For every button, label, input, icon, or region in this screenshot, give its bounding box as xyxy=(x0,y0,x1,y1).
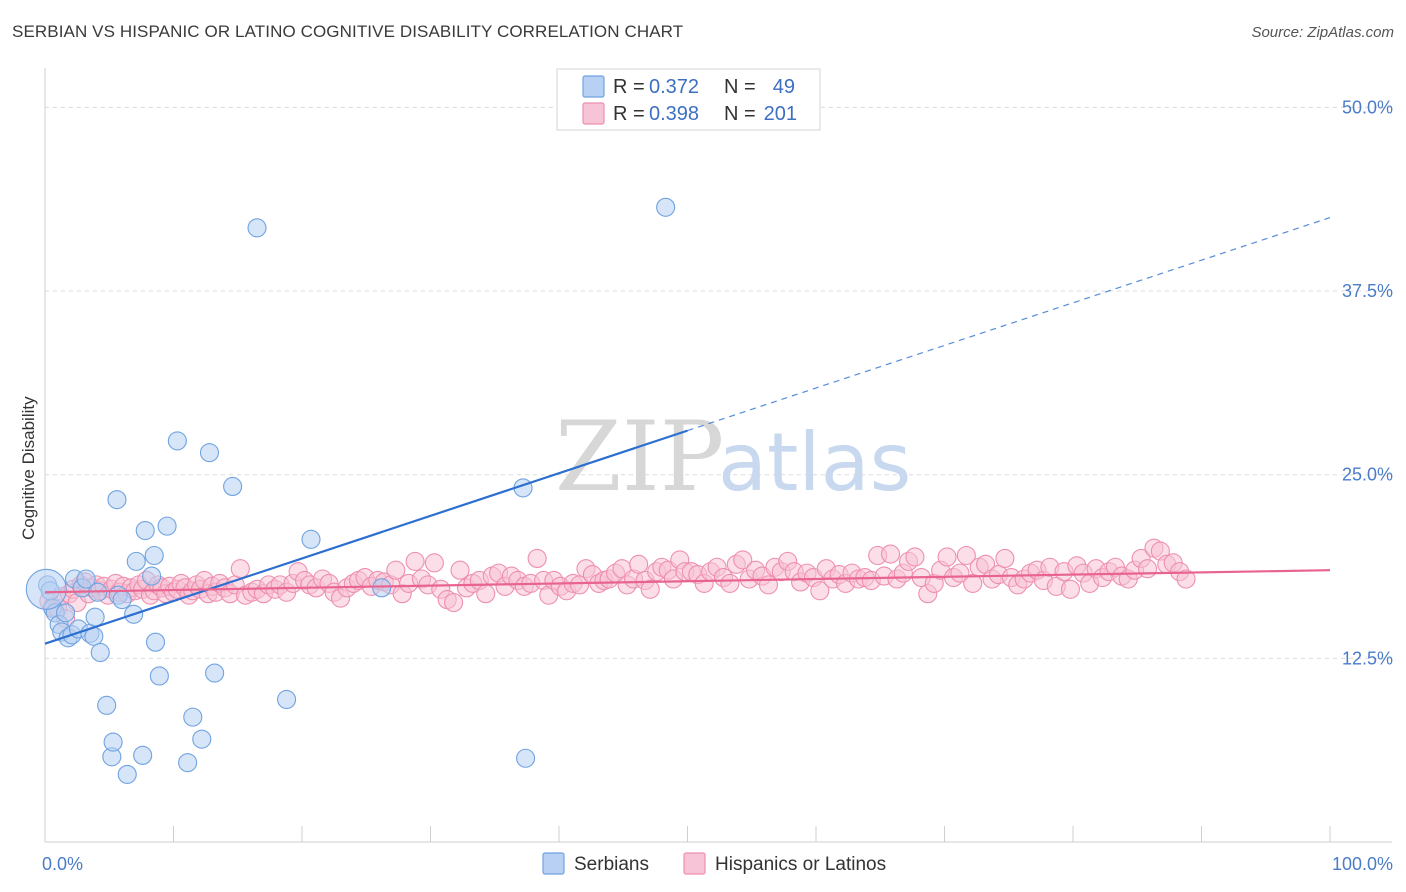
hispanics-point xyxy=(476,584,496,604)
serbians-point xyxy=(167,431,187,451)
y-tick-label: 25.0% xyxy=(1342,465,1393,485)
legend-serbians-n: 49 xyxy=(773,76,795,98)
serbians-point xyxy=(183,707,203,727)
hispanics-point xyxy=(937,547,957,567)
serbians-point xyxy=(133,745,153,765)
y-tick-label: 37.5% xyxy=(1342,281,1393,301)
serbians-point xyxy=(25,568,67,610)
serbians-point xyxy=(516,748,536,768)
watermark-atlas: atlas xyxy=(718,416,911,509)
legend-serbians-r-label: R = xyxy=(613,76,645,98)
watermark-zip: ZIP xyxy=(555,401,724,513)
serbians-point xyxy=(103,732,123,752)
hispanics-point xyxy=(629,554,649,574)
serbians-point xyxy=(145,632,166,652)
hispanics-point xyxy=(424,553,444,573)
serbians-point xyxy=(142,566,162,586)
legend-serbians-r: 0.372 xyxy=(649,76,699,98)
bottom-legend: Serbians Hispanics or Latinos xyxy=(542,852,886,875)
hispanics-point xyxy=(450,560,470,580)
source-label: Source: ZipAtlas.com xyxy=(1251,24,1394,41)
legend-swatch-serbians xyxy=(582,75,605,98)
legend: R = 0.372 N = 49 R = 0.398 N = 201 xyxy=(556,68,821,131)
hispanics-point xyxy=(1176,569,1196,589)
hispanics-point xyxy=(880,544,901,564)
serbians-point xyxy=(126,551,146,571)
hispanics-point xyxy=(527,548,547,568)
gridlines xyxy=(45,106,1392,659)
serbians-point xyxy=(205,663,225,683)
serbians-point xyxy=(178,753,198,773)
hispanics-point xyxy=(444,592,464,613)
serbians-trend-extension xyxy=(687,217,1331,432)
hispanics-trend-line xyxy=(44,569,1331,594)
legend-serbians-n-label: N = xyxy=(724,76,756,98)
bottom-legend-hispanics: Hispanics or Latinos xyxy=(715,854,886,875)
serbians-point xyxy=(56,603,76,623)
serbians-point xyxy=(247,218,267,238)
hispanics-point xyxy=(640,579,660,599)
hispanics-point xyxy=(956,545,976,566)
serbians-point xyxy=(277,689,297,710)
hispanics-point xyxy=(1137,559,1158,579)
hispanics-point xyxy=(810,581,830,601)
chart-title: SERBIAN VS HISPANIC OR LATINO COGNITIVE … xyxy=(12,22,684,41)
serbians-point xyxy=(372,578,392,598)
serbians-point xyxy=(223,476,243,496)
serbians-point xyxy=(192,729,212,749)
serbians-point xyxy=(144,545,164,566)
x-tick-min: 0.0% xyxy=(42,854,83,874)
hispanics-point xyxy=(733,550,753,570)
hispanics-point xyxy=(1060,579,1080,599)
serbians-trend-line xyxy=(44,429,688,645)
legend-hispanics-n-label: N = xyxy=(724,103,756,125)
hispanics-point xyxy=(230,559,250,579)
serbians-point xyxy=(149,666,169,686)
serbians-point xyxy=(135,520,155,541)
serbians-point xyxy=(199,443,220,463)
hispanics-point xyxy=(386,560,406,580)
hispanics-series xyxy=(39,538,1196,629)
axes xyxy=(44,68,1392,843)
x-tick-max: 100.0% xyxy=(1332,854,1393,874)
hispanics-point xyxy=(570,575,590,595)
trend-lines xyxy=(44,217,1331,645)
bottom-swatch-hispanics xyxy=(683,852,706,875)
y-tick-label: 12.5% xyxy=(1342,648,1393,668)
serbians-point xyxy=(112,590,132,610)
hispanics-point xyxy=(995,548,1015,568)
bottom-legend-serbians: Serbians xyxy=(574,854,649,875)
serbians-point xyxy=(97,695,117,715)
hispanics-point xyxy=(405,551,425,571)
serbians-point xyxy=(117,764,137,784)
legend-hispanics-r-label: R = xyxy=(613,103,645,125)
serbians-point xyxy=(90,642,110,663)
bottom-swatch-serbians xyxy=(542,852,565,875)
serbians-series xyxy=(25,197,676,784)
serbians-point xyxy=(656,197,676,217)
serbians-point xyxy=(157,516,177,536)
hispanics-point xyxy=(963,573,983,593)
serbians-point xyxy=(107,490,127,510)
legend-hispanics-r: 0.398 xyxy=(649,103,699,125)
y-tick-label: 50.0% xyxy=(1342,97,1393,117)
y-axis-label: Cognitive Disability xyxy=(19,396,38,540)
hispanics-point xyxy=(905,547,925,567)
legend-swatch-hispanics xyxy=(582,102,605,125)
y-tick-labels: 12.5% 25.0% 37.5% 50.0% xyxy=(1342,97,1393,668)
legend-hispanics-n: 201 xyxy=(764,103,797,125)
serbians-point xyxy=(76,569,96,589)
serbians-point xyxy=(301,529,321,549)
serbians-point xyxy=(85,607,105,627)
hispanics-point xyxy=(720,573,740,593)
